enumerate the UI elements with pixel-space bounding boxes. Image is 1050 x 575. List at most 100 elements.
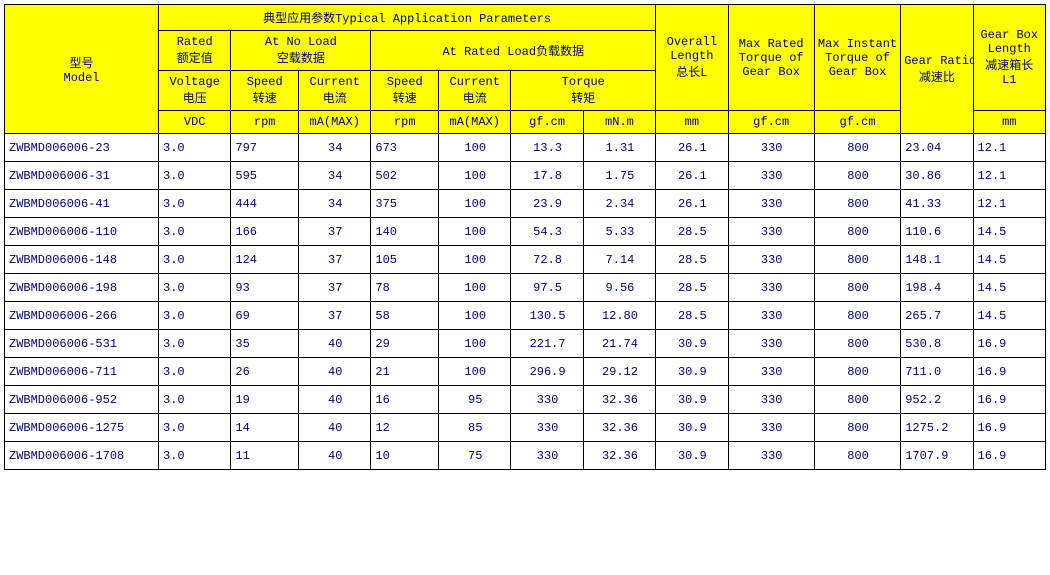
cell-rl_ma: 85: [439, 414, 511, 442]
unit-rpm-1: rpm: [231, 111, 299, 134]
cell-ratio: 952.2: [901, 386, 973, 414]
cell-nl_ma: 40: [299, 330, 371, 358]
cell-nl_ma: 40: [299, 358, 371, 386]
cell-ratio: 1707.9: [901, 442, 973, 470]
cell-gbl: 14.5: [973, 218, 1045, 246]
cell-maxr: 330: [728, 358, 814, 386]
cell-t_gf: 330: [511, 414, 583, 442]
cell-len: 28.5: [656, 274, 728, 302]
hdr-torque: Torque转矩: [511, 71, 656, 111]
cell-t_mn: 7.14: [583, 246, 655, 274]
cell-len: 30.9: [656, 386, 728, 414]
cell-gbl: 14.5: [973, 302, 1045, 330]
cell-rl_rpm: 16: [371, 386, 439, 414]
cell-model: ZWBMD006006-531: [5, 330, 159, 358]
cell-maxi: 800: [814, 246, 900, 274]
cell-maxr: 330: [728, 134, 814, 162]
hdr-overall-length: OverallLength总长L: [656, 5, 728, 111]
cell-len: 30.9: [656, 414, 728, 442]
cell-nl_ma: 37: [299, 246, 371, 274]
cell-gbl: 16.9: [973, 414, 1045, 442]
cell-ratio: 110.6: [901, 218, 973, 246]
cell-maxi: 800: [814, 134, 900, 162]
cell-rl_rpm: 29: [371, 330, 439, 358]
cell-gbl: 16.9: [973, 358, 1045, 386]
cell-vdc: 3.0: [159, 246, 231, 274]
cell-rl_ma: 100: [439, 162, 511, 190]
cell-t_mn: 32.36: [583, 442, 655, 470]
cell-nl_rpm: 26: [231, 358, 299, 386]
table-row: ZWBMD006006-5313.0354029100221.721.7430.…: [5, 330, 1046, 358]
cell-nl_rpm: 69: [231, 302, 299, 330]
spec-table: 型号Model 典型应用参数Typical Application Parame…: [4, 4, 1046, 470]
cell-t_mn: 9.56: [583, 274, 655, 302]
table-row: ZWBMD006006-413.04443437510023.92.3426.1…: [5, 190, 1046, 218]
hdr-gear-ratio: Gear Ratio减速比: [901, 5, 973, 134]
table-body: ZWBMD006006-233.07973467310013.31.3126.1…: [5, 134, 1046, 470]
table-row: ZWBMD006006-2663.0693758100130.512.8028.…: [5, 302, 1046, 330]
cell-model: ZWBMD006006-198: [5, 274, 159, 302]
cell-gbl: 16.9: [973, 442, 1045, 470]
cell-ratio: 41.33: [901, 190, 973, 218]
unit-gfcm-2: gf.cm: [728, 111, 814, 134]
cell-nl_ma: 37: [299, 274, 371, 302]
cell-nl_rpm: 444: [231, 190, 299, 218]
cell-rl_ma: 100: [439, 330, 511, 358]
cell-maxr: 330: [728, 414, 814, 442]
cell-model: ZWBMD006006-41: [5, 190, 159, 218]
cell-len: 26.1: [656, 134, 728, 162]
cell-vdc: 3.0: [159, 358, 231, 386]
hdr-voltage: Voltage电压: [159, 71, 231, 111]
cell-model: ZWBMD006006-1275: [5, 414, 159, 442]
cell-nl_rpm: 14: [231, 414, 299, 442]
cell-nl_ma: 40: [299, 442, 371, 470]
cell-len: 26.1: [656, 162, 728, 190]
cell-maxi: 800: [814, 442, 900, 470]
cell-gbl: 12.1: [973, 134, 1045, 162]
cell-vdc: 3.0: [159, 274, 231, 302]
unit-gfcm-3: gf.cm: [814, 111, 900, 134]
cell-t_mn: 1.31: [583, 134, 655, 162]
cell-maxi: 800: [814, 190, 900, 218]
cell-gbl: 16.9: [973, 330, 1045, 358]
cell-model: ZWBMD006006-110: [5, 218, 159, 246]
cell-rl_rpm: 10: [371, 442, 439, 470]
table-row: ZWBMD006006-1983.093377810097.59.5628.53…: [5, 274, 1046, 302]
cell-nl_ma: 40: [299, 386, 371, 414]
cell-len: 28.5: [656, 218, 728, 246]
cell-rl_ma: 100: [439, 134, 511, 162]
cell-ratio: 1275.2: [901, 414, 973, 442]
table-row: ZWBMD006006-9523.01940169533032.3630.933…: [5, 386, 1046, 414]
cell-t_gf: 97.5: [511, 274, 583, 302]
cell-t_gf: 130.5: [511, 302, 583, 330]
cell-t_gf: 54.3: [511, 218, 583, 246]
cell-ratio: 148.1: [901, 246, 973, 274]
table-row: ZWBMD006006-17083.01140107533032.3630.93…: [5, 442, 1046, 470]
cell-vdc: 3.0: [159, 330, 231, 358]
cell-model: ZWBMD006006-23: [5, 134, 159, 162]
cell-maxr: 330: [728, 302, 814, 330]
cell-ratio: 530.8: [901, 330, 973, 358]
cell-maxi: 800: [814, 330, 900, 358]
cell-nl_rpm: 35: [231, 330, 299, 358]
cell-rl_ma: 100: [439, 358, 511, 386]
cell-len: 30.9: [656, 330, 728, 358]
cell-rl_ma: 100: [439, 218, 511, 246]
cell-vdc: 3.0: [159, 162, 231, 190]
cell-rl_ma: 75: [439, 442, 511, 470]
cell-maxr: 330: [728, 330, 814, 358]
cell-vdc: 3.0: [159, 414, 231, 442]
cell-model: ZWBMD006006-952: [5, 386, 159, 414]
cell-maxr: 330: [728, 274, 814, 302]
cell-rl_rpm: 673: [371, 134, 439, 162]
cell-t_mn: 12.80: [583, 302, 655, 330]
cell-rl_ma: 100: [439, 274, 511, 302]
hdr-rl-speed: Speed转速: [371, 71, 439, 111]
cell-nl_ma: 40: [299, 414, 371, 442]
cell-rl_rpm: 140: [371, 218, 439, 246]
cell-maxi: 800: [814, 358, 900, 386]
cell-vdc: 3.0: [159, 190, 231, 218]
cell-rl_ma: 100: [439, 246, 511, 274]
unit-rpm-2: rpm: [371, 111, 439, 134]
cell-vdc: 3.0: [159, 134, 231, 162]
